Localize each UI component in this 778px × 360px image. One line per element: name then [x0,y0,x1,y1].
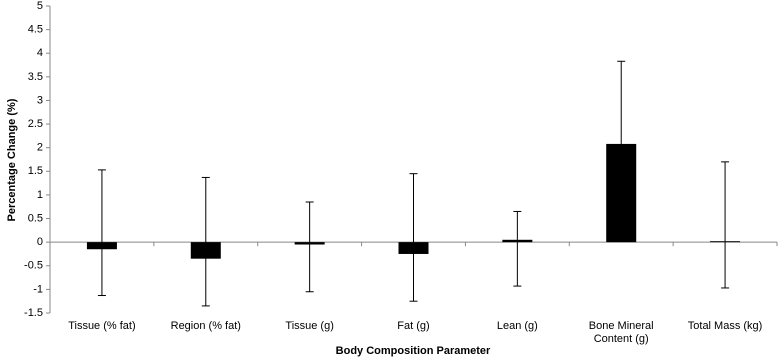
x-tick-label: Bone Mineral Content (g) [588,320,654,345]
x-tick-label: Fat (g) [397,320,430,332]
y-tick-label: 3 [37,94,43,106]
y-tick-label: 0 [37,236,43,248]
y-tick-label: 2 [37,142,43,154]
y-tick-label: 4.5 [28,24,43,36]
y-tick-label: 4 [37,47,43,59]
y-tick-label: 2.5 [28,118,43,130]
y-tick-label: 5 [37,0,43,12]
x-tick-label: Region (% fat) [170,320,241,332]
x-tick-label: Lean (g) [496,320,538,332]
x-tick-label: Tissue (g) [285,320,334,332]
y-tick-label: 3.5 [28,71,43,83]
y-tick-label: 0.5 [28,212,43,224]
bar [606,143,637,243]
y-tick-label: -1.5 [24,307,43,319]
y-tick-label: 1 [37,189,43,201]
x-tick-label: Tissue (% fat) [68,320,136,332]
y-tick-label: -0.5 [24,260,43,272]
x-axis-title: Body Composition Parameter [336,345,491,357]
y-tick-label: -1 [33,283,43,295]
x-tick-label: Total Mass (kg) [687,320,763,332]
y-axis-title: Percentage Change (%) [6,98,18,221]
y-tick-label: 1.5 [28,165,43,177]
